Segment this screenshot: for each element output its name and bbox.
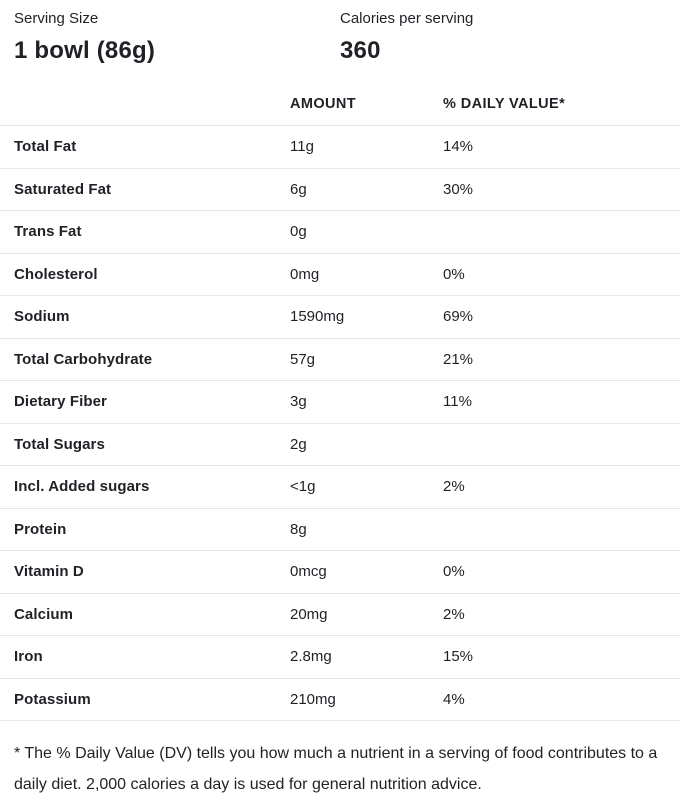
table-row: Trans Fat 0g	[0, 211, 680, 254]
nutrient-daily-value: 69%	[443, 308, 474, 326]
nutrient-name: Total Fat	[14, 138, 77, 156]
serving-summary: Serving Size 1 bowl (86g) Calories per s…	[0, 0, 680, 66]
nutrient-amount: 2.8mg	[290, 648, 332, 666]
table-header-row: AMOUNT % DAILY VALUE*	[0, 66, 680, 126]
nutrient-name: Trans Fat	[14, 223, 82, 241]
nutrient-name: Total Sugars	[14, 435, 105, 453]
table-row: Calcium 20mg 2%	[0, 594, 680, 636]
nutrient-name: Total Carbohydrate	[14, 350, 153, 368]
table-row: Sodium 1590mg 69%	[0, 296, 680, 339]
nutrient-name: Cholesterol	[14, 265, 98, 283]
serving-size-value: 1 bowl (86g)	[14, 37, 156, 64]
nutrient-daily-value: 21%	[443, 350, 474, 368]
table-row: Total Fat 11g 14%	[0, 126, 680, 169]
calories-value: 360	[340, 37, 381, 64]
calories-block: Calories per serving 360	[340, 9, 666, 66]
nutrient-name: Dietary Fiber	[14, 393, 107, 411]
nutrient-amount: 20mg	[290, 605, 328, 623]
nutrient-daily-value: 11%	[443, 393, 472, 411]
nutrient-amount: 6g	[290, 180, 307, 198]
nutrient-amount: <1g	[290, 478, 316, 496]
nutrient-daily-value: 14%	[443, 138, 474, 156]
nutrient-amount: 11g	[290, 138, 314, 156]
nutrient-amount: 3g	[290, 393, 307, 411]
table-row: Protein 8g	[0, 509, 680, 551]
nutrient-daily-value: 4%	[443, 690, 465, 708]
daily-value-column-header: % DAILY VALUE*	[443, 96, 566, 112]
table-row: Potassium 210mg 4%	[0, 679, 680, 721]
nutrient-name: Incl. Added sugars	[14, 478, 150, 496]
daily-value-footnote: * The % Daily Value (DV) tells you how m…	[14, 745, 658, 793]
calories-label: Calories per serving	[340, 10, 474, 27]
nutrient-daily-value: 30%	[443, 180, 474, 198]
table-row: Dietary Fiber 3g 11%	[0, 381, 680, 424]
nutrition-table: AMOUNT % DAILY VALUE* Total Fat 11g 14% …	[0, 66, 680, 721]
nutrient-amount: 210mg	[290, 690, 336, 708]
table-row: Total Sugars 2g	[0, 424, 680, 466]
nutrient-daily-value: 0%	[443, 265, 465, 283]
nutrient-name: Potassium	[14, 690, 91, 708]
nutrient-amount: 1590mg	[290, 308, 345, 326]
nutrient-amount: 0g	[290, 223, 307, 241]
table-body: Total Fat 11g 14% Saturated Fat 6g 30% T…	[0, 126, 680, 721]
nutrient-daily-value: 2%	[443, 605, 465, 623]
amount-column-header: AMOUNT	[290, 96, 357, 112]
serving-size-label: Serving Size	[14, 10, 99, 27]
nutrient-amount: 2g	[290, 435, 307, 453]
nutrient-name: Iron	[14, 648, 43, 666]
nutrient-amount: 8g	[290, 520, 307, 538]
table-row: Vitamin D 0mcg 0%	[0, 551, 680, 594]
nutrient-name: Sodium	[14, 308, 70, 326]
nutrient-name: Saturated Fat	[14, 180, 112, 198]
nutrient-name: Calcium	[14, 605, 74, 623]
nutrient-name: Vitamin D	[14, 563, 84, 581]
table-row: Incl. Added sugars <1g 2%	[0, 466, 680, 509]
nutrient-daily-value: 0%	[443, 563, 465, 581]
nutrient-daily-value: 15%	[443, 648, 474, 666]
nutrient-amount: 0mg	[290, 265, 320, 283]
table-row: Saturated Fat 6g 30%	[0, 169, 680, 211]
nutrient-daily-value: 2%	[443, 478, 465, 496]
nutrient-name: Protein	[14, 520, 67, 538]
table-row: Iron 2.8mg 15%	[0, 636, 680, 679]
serving-size-block: Serving Size 1 bowl (86g)	[14, 9, 340, 66]
nutrient-amount: 0mcg	[290, 563, 327, 581]
table-row: Total Carbohydrate 57g 21%	[0, 339, 680, 381]
nutrient-amount: 57g	[290, 350, 316, 368]
table-row: Cholesterol 0mg 0%	[0, 254, 680, 296]
